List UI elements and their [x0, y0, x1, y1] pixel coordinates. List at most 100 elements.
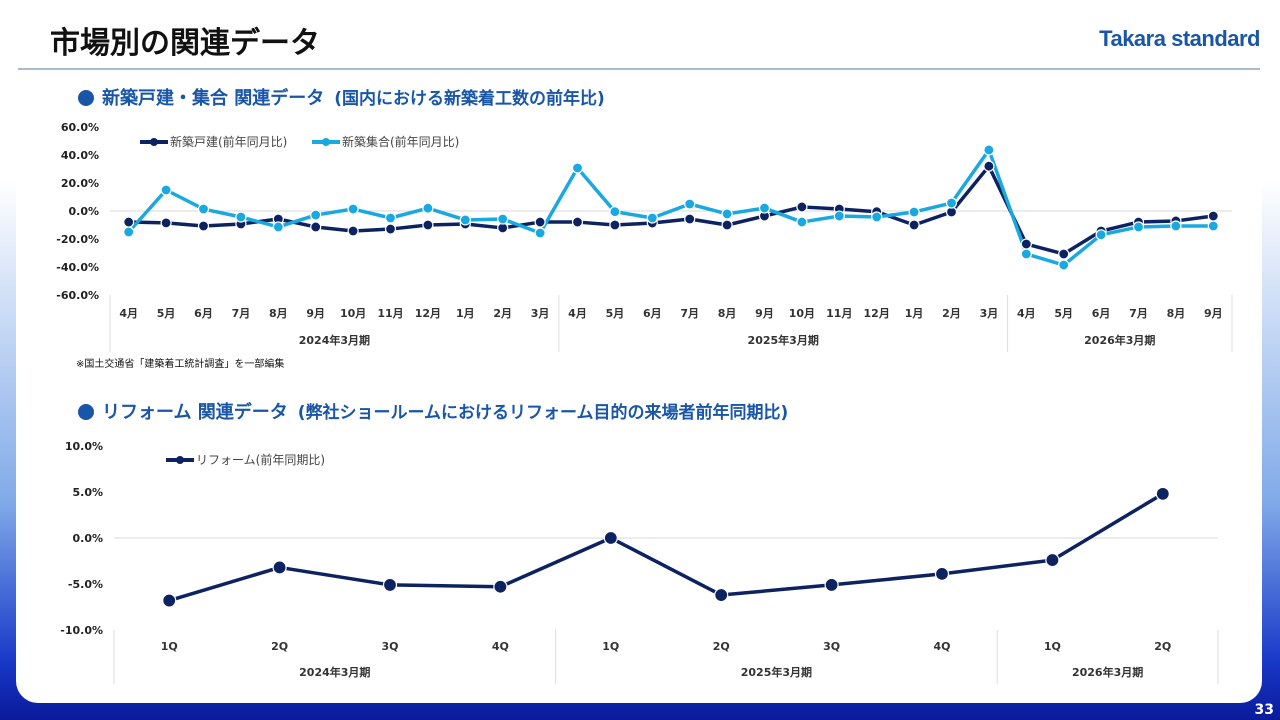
x-tick-label: 5月 — [1054, 307, 1073, 320]
section1-subtitle: (国内における新築着工数の前年比) — [334, 89, 605, 109]
x-tick-label: 11月 — [826, 307, 852, 320]
legend-label: リフォーム(前年同期比) — [196, 452, 325, 467]
data-point — [796, 201, 808, 213]
x-tick-label: 1月 — [456, 307, 475, 320]
y-tick-label: -5.0% — [68, 578, 103, 591]
section2-subtitle: (弊社ショールームにおけるリフォーム目的の来場者前年同期比) — [297, 403, 789, 423]
y-tick-label: -40.0% — [56, 261, 99, 274]
x-tick-label: 8月 — [1167, 307, 1186, 320]
section1-title: 新築戸建・集合 関連データ — [102, 88, 325, 109]
group-label: 2025年3月期 — [748, 333, 819, 347]
x-tick-label: 7月 — [680, 307, 699, 320]
group-label: 2026年3月期 — [1072, 665, 1143, 679]
data-point — [684, 213, 696, 225]
y-tick-label: -10.0% — [60, 624, 103, 637]
data-point — [1045, 552, 1060, 568]
data-point — [983, 144, 995, 156]
x-tick-label: 1月 — [905, 307, 924, 320]
x-tick-label: 9月 — [306, 307, 325, 320]
data-point — [534, 216, 546, 228]
data-point — [1132, 221, 1145, 233]
data-point — [934, 566, 950, 581]
data-point — [1095, 229, 1107, 241]
data-point — [534, 227, 546, 239]
data-point — [1058, 248, 1070, 260]
data-point — [422, 202, 434, 214]
x-tick-label: 7月 — [232, 307, 251, 320]
group-label: 2026年3月期 — [1084, 333, 1155, 347]
company-logo: Takara standard — [1099, 26, 1260, 51]
x-tick-label: 3月 — [980, 307, 999, 320]
y-tick-label: 20.0% — [61, 177, 99, 190]
data-point — [160, 217, 172, 229]
series-line — [127, 148, 1214, 267]
data-point — [197, 220, 210, 232]
x-tick-label: 9月 — [755, 307, 774, 320]
data-point — [384, 212, 397, 224]
data-point — [983, 160, 995, 172]
x-tick-label: 4月 — [1017, 307, 1036, 320]
data-point — [235, 211, 247, 223]
x-tick-label: 5月 — [157, 307, 176, 320]
x-tick-label: 12月 — [864, 307, 890, 320]
data-point — [908, 206, 920, 218]
data-point — [571, 162, 584, 174]
data-point — [609, 206, 621, 218]
data-point — [684, 198, 696, 210]
x-tick-label: 6月 — [194, 307, 213, 320]
data-point — [721, 208, 733, 220]
legend-marker — [150, 138, 158, 146]
x-tick-label: 6月 — [643, 307, 662, 320]
x-tick-label: 2月 — [493, 307, 512, 320]
data-point — [1207, 220, 1219, 232]
x-tick-label: 2月 — [942, 307, 961, 320]
x-tick-label: 4Q — [492, 640, 509, 653]
x-tick-label: 10月 — [340, 307, 366, 320]
data-point — [945, 197, 958, 209]
data-point — [824, 577, 839, 593]
y-tick-label: 60.0% — [61, 121, 99, 134]
x-tick-label: 1Q — [602, 640, 619, 653]
x-tick-label: 6月 — [1092, 307, 1111, 320]
bullet-icon — [78, 404, 94, 420]
data-point — [382, 577, 398, 593]
page-title: 市場別の関連データ — [50, 26, 320, 61]
data-point — [497, 213, 509, 225]
section1-heading: 新築戸建・集合 関連データ (国内における新築着工数の前年比) — [78, 84, 605, 110]
x-tick-label: 1Q — [161, 640, 178, 653]
data-point — [1155, 486, 1170, 501]
section2-title: リフォーム 関連データ — [102, 402, 288, 423]
x-tick-label: 4Q — [933, 640, 950, 653]
data-point — [160, 184, 172, 196]
data-point — [871, 211, 883, 223]
data-point — [721, 219, 733, 231]
x-tick-label: 10月 — [789, 307, 815, 320]
data-point — [384, 223, 397, 235]
group-label: 2024年3月期 — [299, 665, 370, 679]
data-point — [493, 579, 508, 594]
data-point — [1170, 220, 1182, 232]
data-point — [123, 226, 135, 238]
x-tick-label: 12月 — [415, 307, 441, 320]
y-tick-label: 0.0% — [68, 205, 99, 218]
y-tick-label: 10.0% — [65, 440, 103, 453]
x-tick-label: 11月 — [377, 307, 403, 320]
y-tick-label: 0.0% — [72, 532, 103, 545]
x-tick-label: 2Q — [1154, 640, 1171, 653]
series-line — [168, 492, 1164, 603]
x-tick-label: 3月 — [531, 307, 550, 320]
y-tick-label: 5.0% — [72, 486, 103, 499]
data-point — [310, 221, 322, 233]
x-tick-label: 2Q — [271, 640, 288, 653]
divider — [18, 68, 1260, 70]
y-tick-label: -20.0% — [56, 233, 99, 246]
data-point — [347, 203, 359, 215]
data-point — [714, 587, 729, 603]
section2-heading: リフォーム 関連データ (弊社ショールームにおけるリフォーム目的の来場者前年同期比… — [78, 398, 788, 424]
group-label: 2024年3月期 — [299, 333, 370, 347]
data-point — [459, 214, 471, 226]
data-point — [347, 225, 359, 237]
x-tick-label: 3Q — [823, 640, 840, 653]
x-tick-label: 5月 — [606, 307, 625, 320]
